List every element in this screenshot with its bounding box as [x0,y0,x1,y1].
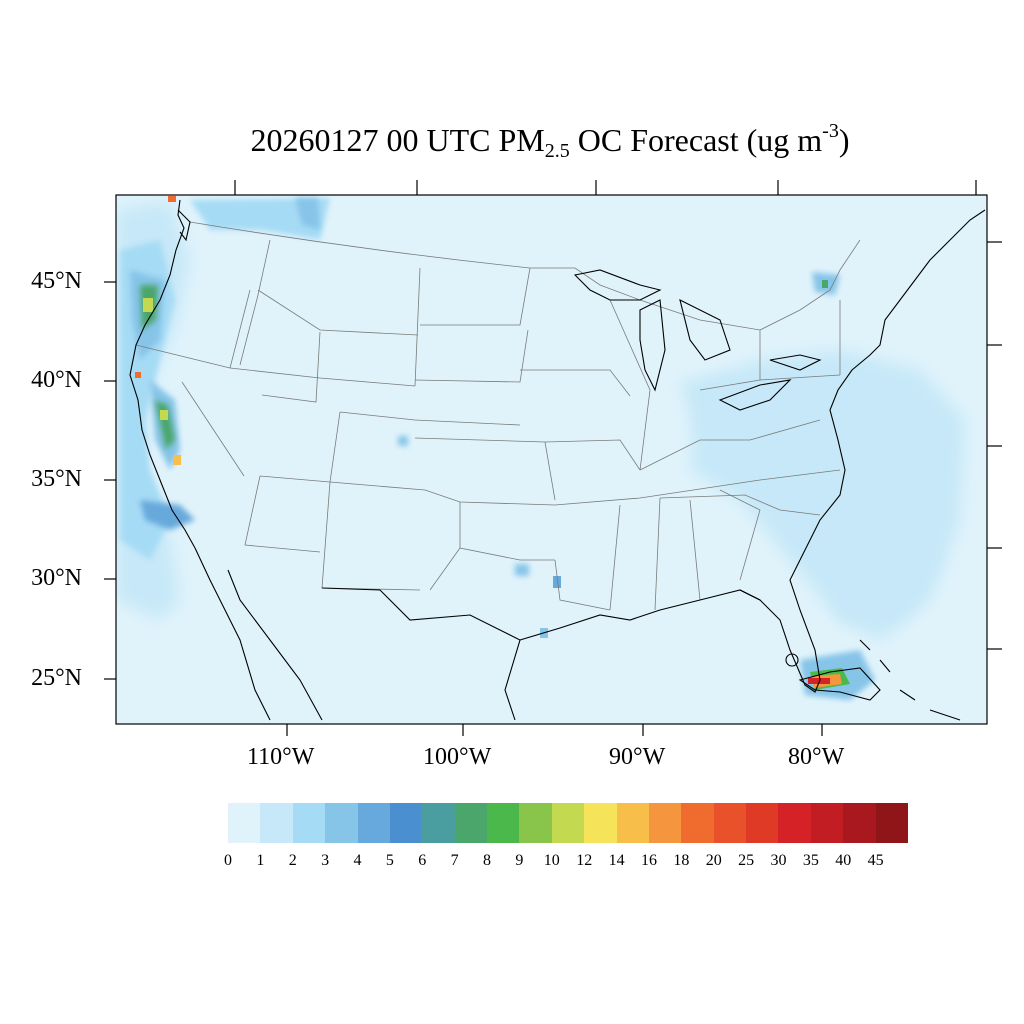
title-main: 20260127 00 UTC PM [250,122,545,158]
title-superscript: -3 [822,120,839,142]
legend-swatch-13 [648,803,682,843]
legend-swatch-12 [616,803,649,843]
color-legend [228,803,908,843]
legend-label-4: 4 [353,852,362,869]
legend-swatch-7 [454,803,487,843]
legend-label-10: 10 [543,852,560,869]
legend-label-16: 25 [738,852,755,869]
legend-swatch-6 [422,803,455,843]
legend-label-2: 2 [288,852,297,869]
legend-swatch-17 [778,803,811,843]
concentration-field [116,196,965,700]
legend-swatch-11 [584,803,617,843]
legend-swatch-18 [810,803,844,843]
legend-swatch-10 [551,803,585,843]
coastlines [129,199,986,721]
state-borders [135,221,861,611]
legend-swatch-15 [713,803,746,843]
legend-swatch-16 [746,803,779,843]
tick-marks [104,180,1002,736]
legend-swatch-8 [487,803,520,843]
legend-label-19: 40 [835,852,852,869]
map-frame [115,194,988,725]
legend-swatch-14 [681,803,714,843]
title-rest: OC Forecast (ug m [569,122,823,158]
lon-label-110w: 110°W [247,744,315,770]
lat-label-30n: 30°N [31,565,82,591]
legend-label-15: 20 [705,852,722,869]
legend-swatch-20 [875,803,908,843]
legend-label-12: 14 [608,852,625,869]
legend-label-1: 1 [256,852,265,869]
legend-label-6: 6 [418,852,427,869]
legend-swatch-1 [260,803,293,843]
legend-swatch-19 [843,803,876,843]
lat-label-40n: 40°N [31,367,82,393]
legend-label-5: 5 [385,852,394,869]
legend-swatch-5 [389,803,423,843]
lat-label-45n: 45°N [31,268,82,294]
legend-swatch-9 [519,803,552,843]
lat-label-25n: 25°N [31,665,82,691]
legend-swatch-2 [292,803,326,843]
lon-label-80w: 80°W [788,744,845,770]
lat-label-35n: 35°N [31,466,82,492]
legend-label-9: 9 [515,852,524,869]
legend-label-11: 12 [576,852,593,869]
legend-label-17: 30 [770,852,787,869]
legend-label-7: 7 [450,852,459,869]
legend-label-14: 18 [673,852,690,869]
title-subscript: 2.5 [544,140,570,162]
legend-label-3: 3 [321,852,330,869]
legend-label-13: 16 [640,852,657,869]
title-close: ) [838,122,850,158]
legend-labels: 0 1 2 3 4 5 6 7 8 9 10 12 14 16 18 20 25 30 35 40 45 [224,852,908,876]
legend-label-0: 0 [224,852,232,869]
legend-swatch-4 [357,803,390,843]
legend-label-8: 8 [483,852,492,869]
lon-label-90w: 90°W [609,744,666,770]
lon-label-100w: 100°W [423,744,492,770]
legend-swatch-3 [325,803,358,843]
legend-label-20: 45 [867,852,884,869]
legend-swatch-0 [228,803,261,843]
map-title: 20260127 00 UTC PM2.5 OC Forecast (ug m-… [0,120,1024,163]
legend-label-18: 35 [802,852,819,869]
